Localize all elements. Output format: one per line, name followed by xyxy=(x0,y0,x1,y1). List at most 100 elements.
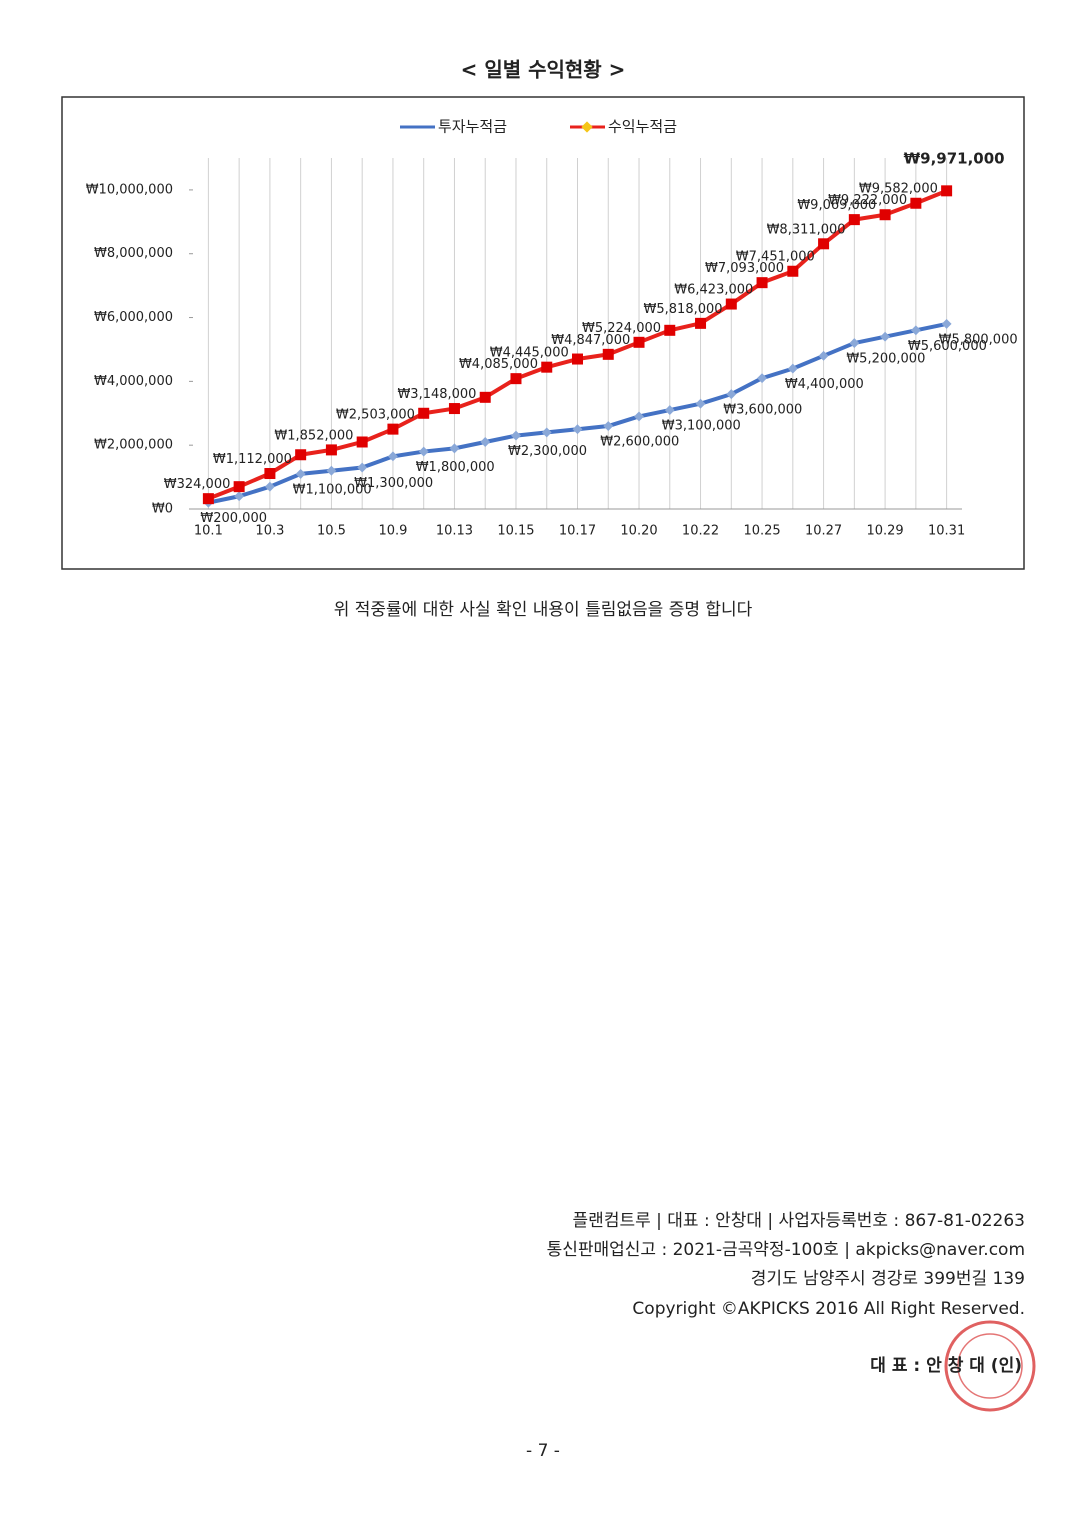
x-tick-label: 10.15 xyxy=(497,524,534,539)
x-tick-label: 10.5 xyxy=(317,524,346,539)
chart-frame xyxy=(61,96,1025,570)
data-label: ₩9,582,000 xyxy=(859,182,938,197)
data-label: ₩4,400,000 xyxy=(785,377,864,392)
data-point xyxy=(787,265,799,277)
data-point xyxy=(326,465,337,476)
x-tick-label: 10.29 xyxy=(866,524,903,539)
page-number: - 7 - xyxy=(526,1441,560,1461)
data-point xyxy=(234,491,245,502)
x-tick-label: 10.13 xyxy=(436,524,473,539)
footer-line: Copyright ©AKPICKS 2016 All Right Reserv… xyxy=(632,1299,1025,1319)
data-point xyxy=(387,451,398,462)
data-point xyxy=(849,338,860,349)
data-point xyxy=(726,389,737,400)
x-tick-label: 10.3 xyxy=(255,524,284,539)
data-label: ₩324,000 xyxy=(164,477,231,492)
data-point xyxy=(602,348,614,360)
signature: 대 표 : 안 창 대 (인) xyxy=(870,1356,1022,1376)
x-tick-label: 10.25 xyxy=(743,524,780,539)
x-tick-label: 10.9 xyxy=(378,524,407,539)
x-tick-label: 10.20 xyxy=(620,524,657,539)
data-point xyxy=(510,373,522,385)
data-point xyxy=(910,197,922,209)
x-tick-label: 10.31 xyxy=(928,524,965,539)
data-point xyxy=(572,353,583,365)
footer-line: 통신판매업신고 : 2021-금곡약정-100호 | akpicks@naver… xyxy=(547,1240,1025,1260)
data-point xyxy=(295,468,306,479)
x-tick-label: 10.22 xyxy=(682,524,719,539)
data-label: ₩5,200,000 xyxy=(846,352,925,367)
data-point xyxy=(756,277,768,289)
data-point xyxy=(664,405,675,416)
data-label: ₩5,600,000 xyxy=(908,339,987,354)
data-point xyxy=(264,468,276,480)
data-label: ₩7,451,000 xyxy=(736,250,815,265)
data-label: ₩5,800,000 xyxy=(939,332,1018,347)
y-tick-label: ₩2,000,000 xyxy=(94,438,173,453)
data-point xyxy=(818,350,829,361)
data-point xyxy=(418,407,430,419)
data-point xyxy=(264,481,275,492)
data-label: ₩1,100,000 xyxy=(293,482,372,497)
data-label: ₩1,800,000 xyxy=(416,460,495,475)
y-tick-label: ₩4,000,000 xyxy=(94,374,173,389)
data-point xyxy=(511,430,521,441)
data-label: ₩5,224,000 xyxy=(582,321,661,336)
data-label: ₩2,600,000 xyxy=(600,435,679,450)
data-point xyxy=(910,325,921,336)
data-point xyxy=(202,493,214,505)
y-tick-label: ₩0 xyxy=(152,502,173,517)
data-label: ₩9,222,000 xyxy=(828,193,907,208)
data-point xyxy=(449,443,460,454)
data-point xyxy=(325,444,337,456)
data-point xyxy=(541,427,552,438)
x-tick-label: 10.17 xyxy=(559,524,596,539)
data-label: ₩3,148,000 xyxy=(397,387,476,402)
data-point xyxy=(633,336,645,348)
data-label: ₩6,423,000 xyxy=(674,283,753,298)
data-point xyxy=(941,318,952,329)
statement: 위 적중률에 대한 사실 확인 내용이 틀림없음을 증명 합니다 xyxy=(334,600,753,620)
seal-inner xyxy=(957,1333,1023,1399)
data-point xyxy=(541,361,553,373)
seal xyxy=(944,1320,1036,1412)
legend-label: 투자누적금 xyxy=(438,118,507,136)
data-point xyxy=(295,449,307,461)
data-point xyxy=(387,423,399,435)
footer-line: 경기도 남양주시 경강로 399번길 139 xyxy=(751,1269,1025,1289)
data-label: ₩1,300,000 xyxy=(354,476,433,491)
data-point xyxy=(603,421,614,431)
data-label: ₩2,300,000 xyxy=(508,444,587,459)
footer-line: 플랜컴트루 | 대표 : 안창대 | 사업자등록번호 : 867-81-0226… xyxy=(573,1211,1025,1231)
chart-title: < 일별 수익현황 > xyxy=(461,58,626,82)
data-label: ₩9,971,000 xyxy=(904,149,1005,167)
data-label: ₩1,112,000 xyxy=(213,452,292,467)
data-point xyxy=(848,214,860,226)
data-label: ₩2,503,000 xyxy=(336,408,415,423)
data-point xyxy=(480,437,491,447)
data-point xyxy=(695,398,706,409)
data-label: ₩9,069,000 xyxy=(797,198,876,213)
data-label: ₩8,311,000 xyxy=(767,222,846,237)
data-point xyxy=(879,209,891,221)
data-point xyxy=(448,403,460,415)
data-point xyxy=(356,436,368,448)
data-label: ₩7,093,000 xyxy=(705,261,784,276)
data-label: ₩4,847,000 xyxy=(551,333,630,348)
y-tick-label: ₩8,000,000 xyxy=(94,246,173,261)
x-tick-label: 10.1 xyxy=(194,524,223,539)
data-point xyxy=(941,185,953,197)
data-point xyxy=(479,391,491,403)
data-label: ₩1,852,000 xyxy=(274,428,353,443)
data-point xyxy=(357,462,368,473)
data-label: ₩4,085,000 xyxy=(459,357,538,372)
y-tick-label: ₩10,000,000 xyxy=(86,182,173,197)
data-point xyxy=(818,238,830,250)
data-label: ₩200,000 xyxy=(200,511,267,526)
data-label: ₩5,818,000 xyxy=(644,302,723,317)
data-point xyxy=(695,317,707,329)
legend-label: 수익누적금 xyxy=(608,118,677,136)
data-point xyxy=(725,298,737,310)
data-label: ₩3,600,000 xyxy=(723,403,802,418)
